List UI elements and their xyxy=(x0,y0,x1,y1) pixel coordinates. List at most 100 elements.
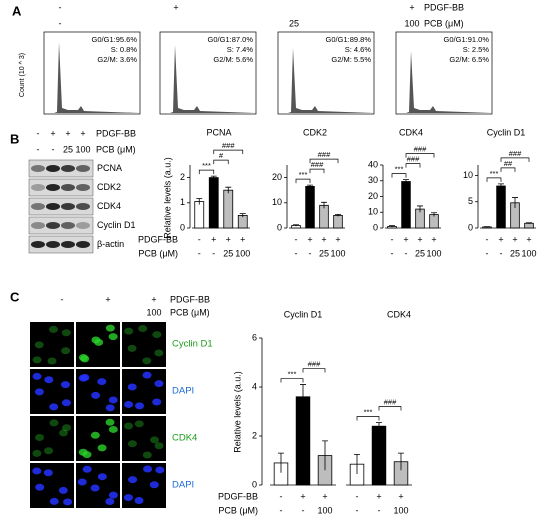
band-label: CDK4 xyxy=(97,201,121,211)
x-tick-label: + xyxy=(403,234,408,244)
y-tick-label: 1 xyxy=(180,197,185,207)
nucleus xyxy=(105,418,115,426)
y-axis-label: Relative levels (a.u.) xyxy=(232,371,242,453)
nucleus xyxy=(43,469,53,477)
nucleus xyxy=(105,498,115,506)
blot-band xyxy=(76,203,90,210)
nucleus xyxy=(105,324,115,332)
nucleus xyxy=(63,498,73,506)
cell-cycle-annotation: G2/M: 5.6% xyxy=(213,55,253,64)
nucleus xyxy=(128,476,138,484)
chart-title: Cyclin D1 xyxy=(487,127,526,137)
row-name: PCB (μM) xyxy=(170,307,210,317)
error-bar xyxy=(354,453,360,474)
row-name: PDGF-BB xyxy=(424,2,464,12)
nucleus xyxy=(124,422,134,430)
x-tick-label: + xyxy=(376,491,381,501)
nucleus xyxy=(58,486,68,494)
nucleus xyxy=(108,425,118,433)
blot-band xyxy=(61,203,75,210)
nucleus xyxy=(61,347,71,355)
row-name: PCB (μM) xyxy=(138,248,178,258)
x-tick-label: - xyxy=(391,248,394,258)
histogram-frame xyxy=(277,31,375,115)
nucleus xyxy=(48,325,58,333)
significance-bracket xyxy=(405,163,421,168)
cell-cycle-annotation: G0/G1:87.0% xyxy=(208,35,254,44)
error-bar xyxy=(484,226,490,228)
nucleus xyxy=(44,447,54,455)
nucleus xyxy=(32,467,42,475)
error-bar xyxy=(321,201,327,209)
stain-label: Cyclin D1 xyxy=(172,339,213,350)
treatment-label: + xyxy=(409,2,414,12)
significance-label: ### xyxy=(407,155,420,164)
cell-cycle-annotation: S: 7.4% xyxy=(227,45,254,54)
blot-band xyxy=(31,165,45,172)
x-tick-label: + xyxy=(512,234,517,244)
error-bar xyxy=(403,179,409,184)
x-tick-label: - xyxy=(302,505,305,515)
y-tick-label: 2 xyxy=(252,430,257,440)
significance-bracket xyxy=(302,368,326,373)
treatment-label: + xyxy=(105,294,110,304)
row-name: PDGF-BB xyxy=(218,491,258,501)
blot-band xyxy=(46,203,60,210)
y-tick-label: 6 xyxy=(252,332,257,342)
significance-label: ### xyxy=(414,145,427,154)
x-tick-label: + xyxy=(398,491,403,501)
treatment-label: - xyxy=(37,128,40,138)
panel-label: B xyxy=(10,131,19,146)
x-tick-label: - xyxy=(212,248,215,258)
error-bar xyxy=(278,452,284,473)
x-tick-label: - xyxy=(280,491,283,501)
significance-bracket xyxy=(198,169,215,175)
nucleus xyxy=(108,491,118,499)
nucleus xyxy=(142,451,152,459)
nucleus xyxy=(32,372,42,380)
row-name: PCB (μM) xyxy=(424,18,464,28)
bar xyxy=(208,177,219,229)
significance-label: ### xyxy=(384,398,397,407)
nucleus xyxy=(49,419,59,427)
significance-bracket xyxy=(486,177,502,182)
panel-label: C xyxy=(10,289,20,304)
x-tick-label: - xyxy=(198,234,201,244)
nucleus xyxy=(135,402,145,410)
blot-band xyxy=(46,241,60,248)
cell-cycle-annotation: G2/M: 6.5% xyxy=(449,55,489,64)
micrograph xyxy=(122,416,166,461)
y-tick-label: 0 xyxy=(468,222,473,232)
nucleus xyxy=(91,336,101,344)
nucleus xyxy=(127,344,137,352)
x-tick-label: - xyxy=(405,248,408,258)
nucleus xyxy=(154,442,164,450)
nucleus xyxy=(152,331,162,339)
significance-label: *** xyxy=(395,165,404,174)
error-bar xyxy=(512,197,518,209)
bar xyxy=(401,181,411,229)
treatment-label: 100 xyxy=(75,144,90,154)
x-tick-label: - xyxy=(198,248,201,258)
y-tick-label: 2 xyxy=(180,172,185,182)
y-tick-label: 0 xyxy=(252,479,257,489)
error-bar xyxy=(431,212,437,217)
y-tick-label: 40 xyxy=(368,159,378,169)
nucleus xyxy=(154,380,164,388)
y-tick-label: 10 xyxy=(272,197,282,207)
x-tick-label: + xyxy=(240,234,245,244)
y-tick-label: 10 xyxy=(368,207,378,217)
nucleus xyxy=(143,465,153,473)
nucleus xyxy=(47,357,57,365)
nucleus xyxy=(78,353,88,361)
significance-label: *** xyxy=(299,170,308,179)
significance-bracket xyxy=(213,159,229,165)
row-name: PDGF-BB xyxy=(138,234,178,244)
band-label: β-actin xyxy=(97,239,124,249)
nucleus xyxy=(35,433,45,441)
nucleus xyxy=(97,473,107,481)
bar xyxy=(319,204,329,229)
nucleus xyxy=(142,357,152,365)
nucleus xyxy=(32,356,42,364)
error-bar xyxy=(293,224,299,227)
